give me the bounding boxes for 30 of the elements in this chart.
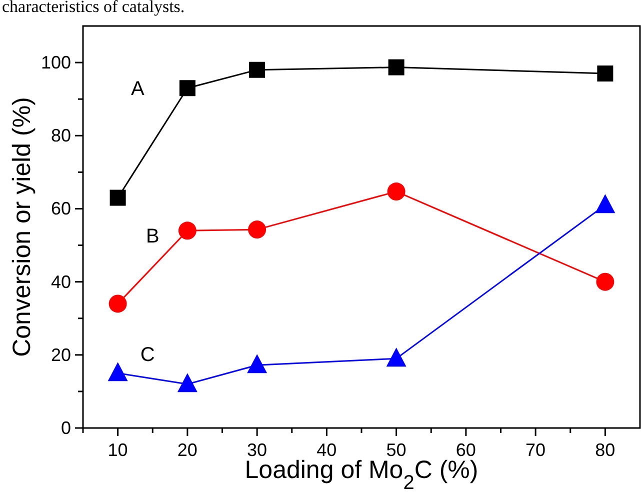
y-tick-label: 80 <box>50 126 71 146</box>
y-tick-label: 0 <box>60 418 71 438</box>
point <box>595 194 616 214</box>
x-tick-label: 70 <box>526 440 546 460</box>
point <box>596 272 614 291</box>
series-label: A <box>130 78 145 100</box>
point <box>249 62 266 78</box>
point <box>110 190 126 206</box>
point <box>248 220 266 239</box>
text: characteristics of catalysts. <box>2 0 185 16</box>
y-tick-label: 100 <box>40 52 71 73</box>
x-tick-label: 80 <box>595 440 616 460</box>
point <box>108 294 127 313</box>
x-tick-label: 20 <box>177 440 198 460</box>
series-label: B <box>146 226 160 248</box>
point <box>386 348 406 367</box>
y-tick-label: 60 <box>50 198 71 219</box>
point <box>388 59 404 76</box>
y-tick-label: 20 <box>50 344 71 365</box>
point <box>177 373 198 392</box>
point <box>108 362 128 382</box>
point <box>178 222 196 240</box>
y-tick-label: 40 <box>50 272 71 292</box>
point <box>387 182 406 201</box>
point <box>179 80 196 96</box>
point <box>247 354 268 374</box>
series-label: C <box>140 344 155 366</box>
point <box>597 66 614 82</box>
y-axis-title: Conversion or yield (%) <box>8 97 36 357</box>
x-tick-label: 10 <box>108 440 128 460</box>
